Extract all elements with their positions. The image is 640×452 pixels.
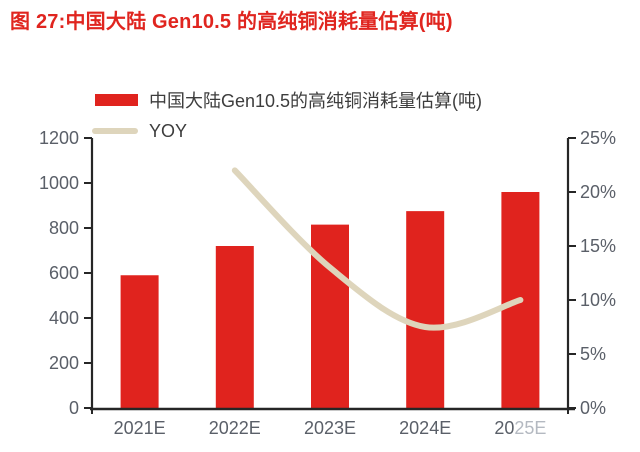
x-category-label: 2024E (399, 418, 451, 438)
legend-bar-swatch (95, 94, 138, 106)
right-axis-tick-label: 15% (580, 236, 616, 256)
bar-2021E (120, 275, 159, 408)
x-category-label: 2022E (209, 418, 261, 438)
x-category-label: 2023E (304, 418, 356, 438)
right-axis-tick-label: 5% (580, 344, 606, 364)
left-axis-tick-label: 1200 (39, 128, 79, 148)
legend-bar-label: 中国大陆Gen10.5的高纯铜消耗量估算(吨) (149, 91, 483, 111)
left-axis-tick-label: 1000 (39, 173, 79, 193)
left-axis-tick-label: 400 (49, 308, 79, 328)
left-axis-tick-label: 600 (49, 263, 79, 283)
x-category-label: 2021E (114, 418, 166, 438)
left-axis-tick-label: 800 (49, 218, 79, 238)
legend-line-swatch (92, 128, 138, 134)
legend-item-bar-series: 中国大陆Gen10.5的高纯铜消耗量估算(吨) (92, 88, 482, 112)
figure-title: 图 27:中国大陆 Gen10.5 的高纯铜消耗量估算(吨) (10, 11, 453, 33)
bar-2022E (215, 246, 254, 408)
right-axis-tick-label: 20% (580, 182, 616, 202)
right-axis-tick-label: 0% (580, 398, 606, 418)
chart-legend: 中国大陆Gen10.5的高纯铜消耗量估算(吨) YOY (92, 88, 482, 143)
legend-item-yoy-line: YOY (92, 119, 482, 143)
x-category-label: 2025E (494, 418, 546, 438)
left-axis-tick-label: 200 (49, 353, 79, 373)
legend-yoy-label: YOY (149, 120, 188, 141)
bar-2024E (406, 211, 445, 408)
yoy-line (231, 167, 524, 331)
left-axis-tick-label: 0 (69, 398, 79, 418)
right-axis-tick-label: 10% (580, 290, 616, 310)
right-axis-tick-label: 25% (580, 128, 616, 148)
